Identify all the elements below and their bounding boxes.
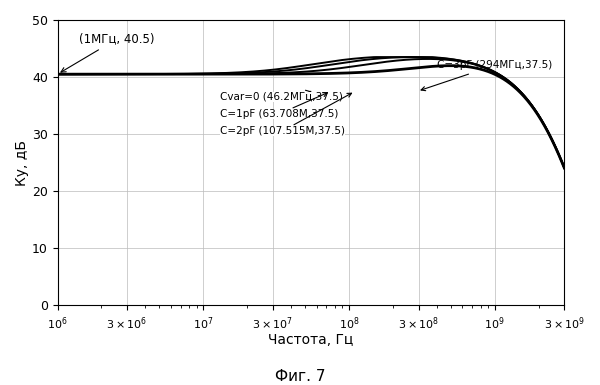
Text: Cvar=0 (46.2МГц,37.5): Cvar=0 (46.2МГц,37.5): [220, 90, 343, 102]
Text: Фиг. 7: Фиг. 7: [275, 369, 325, 384]
Text: C=3pF (294МГц,37.5): C=3pF (294МГц,37.5): [421, 60, 552, 91]
Y-axis label: Ку, дБ: Ку, дБ: [15, 140, 29, 186]
X-axis label: Частота, Гц: Частота, Гц: [268, 333, 353, 347]
Text: (1МГц, 40.5): (1МГц, 40.5): [61, 33, 154, 72]
Text: C=1pF (63.708M,37.5): C=1pF (63.708M,37.5): [220, 93, 338, 119]
Text: C=2pF (107.515M,37.5): C=2pF (107.515M,37.5): [220, 93, 352, 136]
